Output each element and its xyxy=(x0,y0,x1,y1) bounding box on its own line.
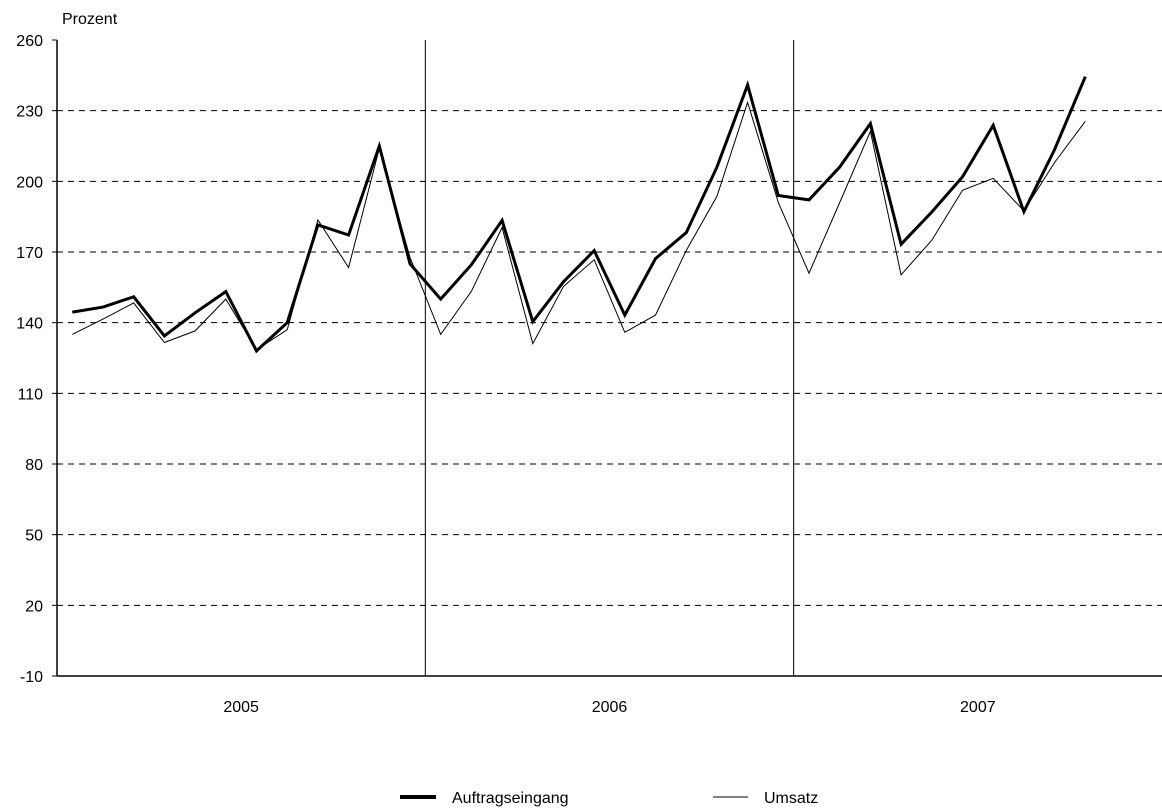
x-tick-label: 2007 xyxy=(960,699,996,716)
y-tick-label: 260 xyxy=(16,33,43,50)
year-dividers xyxy=(424,40,795,676)
y-axis-label: Prozent xyxy=(62,11,118,28)
series-line-auftragseingang xyxy=(72,76,1087,354)
y-axis-ticks: 260 230 200 170 140 110 80 50 20 -10 xyxy=(16,33,57,686)
y-tick-label: 80 xyxy=(25,457,43,474)
legend: Auftragseingang Umsatz xyxy=(400,790,818,807)
series-line-umsatz xyxy=(72,100,1086,351)
y-tick-label: 200 xyxy=(16,174,43,191)
series-lines xyxy=(72,76,1087,354)
y-tick-label: 140 xyxy=(16,316,43,333)
legend-label: Umsatz xyxy=(764,790,818,807)
grid-lines xyxy=(57,110,1162,606)
y-tick-label: 230 xyxy=(16,104,43,121)
y-tick-label: 110 xyxy=(17,386,43,403)
legend-label: Auftragseingang xyxy=(452,790,569,807)
y-tick-label: 20 xyxy=(25,598,43,615)
y-tick-label: 50 xyxy=(25,528,43,545)
y-tick-label: -10 xyxy=(20,669,43,686)
y-tick-label: 170 xyxy=(16,245,43,262)
x-tick-label: 2006 xyxy=(592,699,628,716)
x-tick-label: 2005 xyxy=(223,699,259,716)
x-axis-year-labels: 2005 2006 2007 xyxy=(223,699,995,716)
